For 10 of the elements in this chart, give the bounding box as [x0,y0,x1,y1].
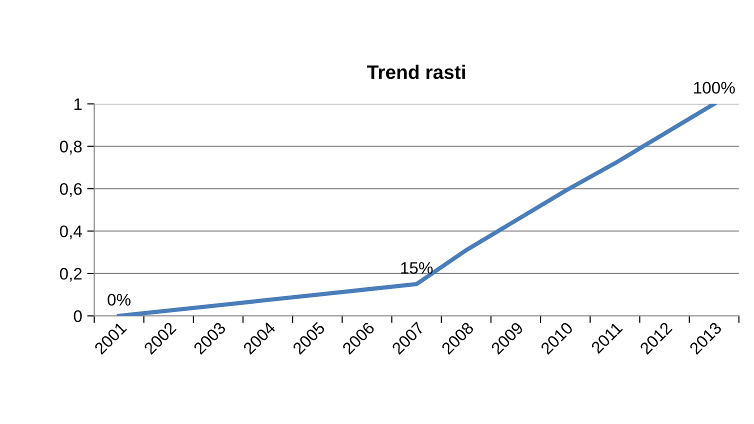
data-label: 15% [401,262,433,274]
y-tick-label: 0,2 [60,268,82,282]
chart-title: Trend rasti [367,64,465,80]
y-tick-label: 0,8 [60,140,82,154]
y-tick-label: 0 [74,310,82,322]
y-tick-label: 1 [74,98,82,110]
y-tick-label: 0,6 [60,183,82,197]
y-tick-label: 0,4 [60,225,82,240]
data-label: 100% [694,82,735,94]
data-label: 0% [108,294,130,306]
